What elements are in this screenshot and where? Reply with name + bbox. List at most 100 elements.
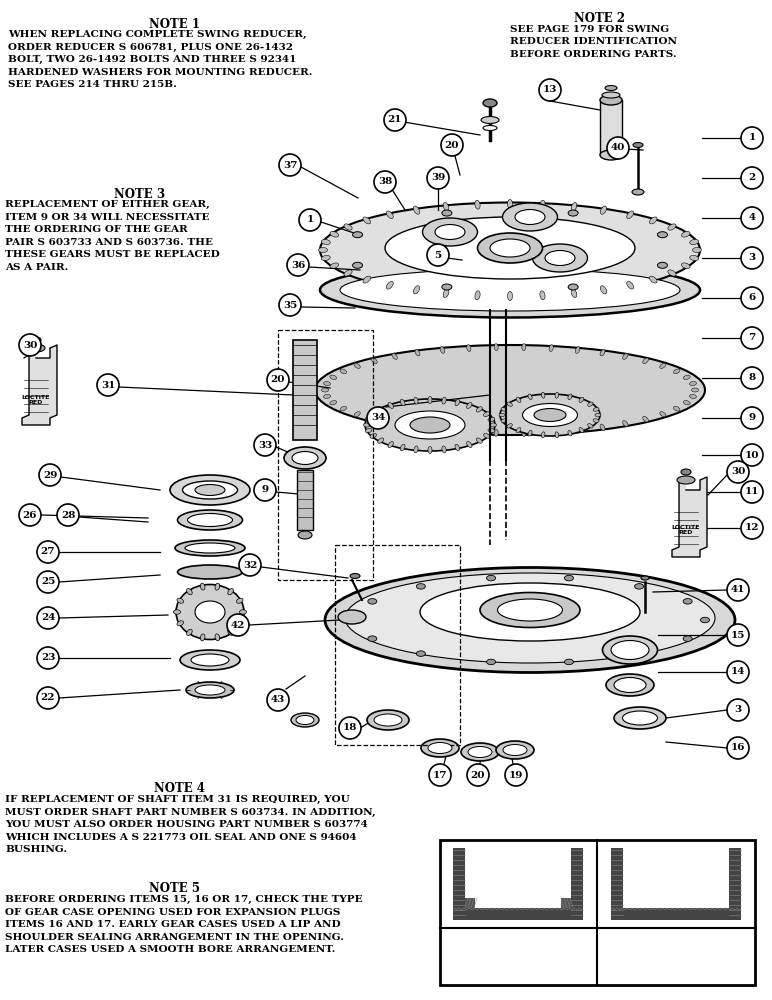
Ellipse shape	[292, 452, 318, 464]
Ellipse shape	[483, 412, 490, 417]
Ellipse shape	[501, 419, 507, 423]
Ellipse shape	[353, 232, 363, 238]
Ellipse shape	[568, 394, 572, 400]
Ellipse shape	[643, 416, 648, 422]
Ellipse shape	[503, 203, 557, 231]
Circle shape	[267, 689, 289, 711]
Circle shape	[254, 434, 276, 456]
Circle shape	[727, 699, 749, 721]
Ellipse shape	[440, 427, 445, 433]
Ellipse shape	[633, 142, 643, 147]
Ellipse shape	[507, 424, 513, 428]
Circle shape	[239, 554, 261, 576]
Ellipse shape	[494, 344, 498, 351]
Ellipse shape	[443, 289, 449, 298]
Bar	[297, 470, 313, 530]
Text: 23: 23	[41, 654, 55, 662]
Ellipse shape	[395, 411, 465, 439]
Ellipse shape	[323, 382, 330, 386]
Ellipse shape	[528, 430, 532, 436]
Ellipse shape	[564, 659, 574, 665]
Ellipse shape	[442, 397, 446, 404]
Circle shape	[287, 254, 309, 276]
Ellipse shape	[170, 475, 250, 505]
Bar	[600, 100, 622, 155]
Ellipse shape	[178, 510, 242, 530]
Ellipse shape	[564, 575, 574, 581]
Ellipse shape	[461, 743, 499, 761]
Bar	[440, 840, 755, 985]
Ellipse shape	[601, 206, 607, 214]
Ellipse shape	[378, 438, 384, 443]
Text: 37: 37	[283, 160, 297, 169]
Circle shape	[727, 661, 749, 683]
Ellipse shape	[330, 401, 337, 405]
Polygon shape	[611, 908, 741, 920]
Ellipse shape	[490, 239, 530, 257]
Ellipse shape	[443, 202, 449, 211]
Ellipse shape	[489, 423, 496, 427]
Text: 21: 21	[388, 115, 402, 124]
Ellipse shape	[540, 291, 545, 300]
Ellipse shape	[649, 217, 657, 224]
Ellipse shape	[549, 428, 554, 435]
Ellipse shape	[683, 636, 692, 641]
Ellipse shape	[371, 358, 378, 364]
Text: 16: 16	[731, 744, 745, 752]
Circle shape	[427, 244, 449, 266]
Text: 1: 1	[306, 216, 313, 225]
Ellipse shape	[350, 574, 360, 578]
Ellipse shape	[606, 674, 654, 696]
Ellipse shape	[682, 263, 690, 269]
Ellipse shape	[600, 95, 622, 105]
Ellipse shape	[321, 239, 330, 245]
Ellipse shape	[195, 601, 225, 623]
Ellipse shape	[605, 86, 617, 91]
Circle shape	[367, 407, 389, 429]
Text: 30: 30	[731, 468, 745, 477]
Text: 30: 30	[23, 340, 37, 350]
Ellipse shape	[522, 429, 526, 436]
Ellipse shape	[486, 659, 496, 665]
Ellipse shape	[228, 629, 233, 635]
Ellipse shape	[374, 714, 402, 726]
Circle shape	[19, 334, 41, 356]
Text: 5: 5	[435, 250, 442, 259]
Text: 2: 2	[748, 174, 756, 182]
Ellipse shape	[555, 392, 559, 398]
Ellipse shape	[528, 394, 532, 400]
Ellipse shape	[571, 202, 577, 211]
Polygon shape	[611, 848, 623, 920]
Ellipse shape	[367, 710, 409, 730]
Circle shape	[97, 374, 119, 396]
Polygon shape	[453, 848, 465, 920]
Ellipse shape	[392, 353, 398, 359]
Ellipse shape	[191, 654, 229, 666]
Text: 29: 29	[42, 471, 57, 480]
Ellipse shape	[677, 476, 695, 484]
Ellipse shape	[689, 255, 699, 261]
Text: 6: 6	[748, 294, 756, 302]
Text: 39: 39	[431, 174, 445, 182]
Circle shape	[19, 504, 41, 526]
Text: 24: 24	[41, 613, 55, 622]
Ellipse shape	[31, 337, 41, 343]
Text: 36: 36	[291, 260, 305, 269]
Circle shape	[741, 127, 763, 149]
Text: 18: 18	[343, 724, 357, 732]
Ellipse shape	[681, 469, 691, 475]
Polygon shape	[465, 898, 475, 908]
Ellipse shape	[600, 150, 622, 160]
Ellipse shape	[414, 397, 418, 404]
Text: SMOOTH TYPE BORE: SMOOTH TYPE BORE	[608, 933, 744, 944]
Ellipse shape	[319, 247, 327, 252]
Ellipse shape	[200, 634, 205, 641]
Ellipse shape	[414, 446, 418, 453]
Ellipse shape	[325, 568, 735, 672]
Circle shape	[741, 207, 763, 229]
Ellipse shape	[455, 444, 459, 451]
Text: SEE PAGE 179 FOR SWING
REDUCER IDENTIFICATION
BEFORE ORDERING PARTS.: SEE PAGE 179 FOR SWING REDUCER IDENTIFIC…	[510, 25, 677, 59]
Text: NOTE 2: NOTE 2	[574, 12, 625, 25]
Ellipse shape	[320, 202, 700, 298]
Ellipse shape	[500, 394, 600, 436]
